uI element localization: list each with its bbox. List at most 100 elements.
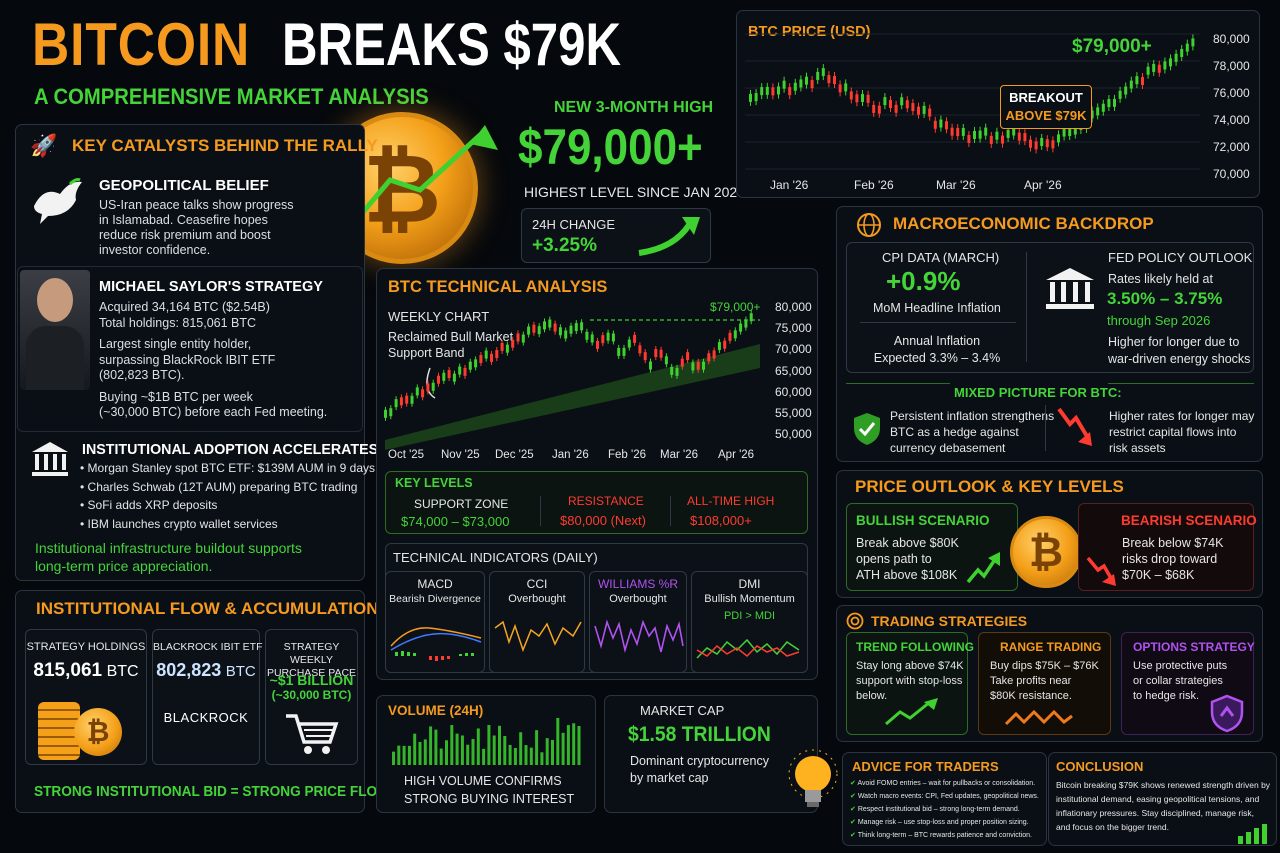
volume-title: VOLUME (24H) [388,703,484,718]
bear-arrow-icon [1086,556,1116,586]
candle [1185,43,1189,52]
candle [844,83,848,92]
candle [805,76,808,85]
catalysts-title: KEY CATALYSTS BEHIND THE RALLY [72,136,378,155]
candle [827,75,831,84]
candle [1006,129,1010,138]
list-item: • IBM launches crypto wallet services [80,516,278,531]
candle [622,347,626,356]
fed-note: Higher for longer due to war-driven energ… [1108,335,1251,366]
candle [426,383,430,392]
candle [1135,76,1139,85]
candle [553,323,557,332]
geo-text: US-Iran peace talks show progress in Isla… [99,198,294,257]
macd-sparkline [390,627,482,661]
bull-title: BULLISH SCENARIO [856,513,990,528]
candle [415,387,419,396]
volume-bar [392,751,395,765]
candle [911,103,915,112]
title-breaks: BREAKS $79K [282,11,622,78]
fed-building-icon [1044,266,1096,312]
new-high-label: NEW 3-MONTH HIGH [554,99,714,116]
candle [1152,63,1156,72]
candle [580,322,584,331]
volume-bar [577,726,581,765]
technical-title: BTC TECHNICAL ANALYSIS [388,278,608,296]
mixed-title: MIXED PICTURE FOR BTC: [954,385,1122,400]
list-item: ✔ Watch macro events: CPI, Fed updates, … [850,793,1039,800]
candle [585,331,589,340]
volume-bar [492,735,496,765]
volume-bar [397,745,401,765]
saylor-title: MICHAEL SAYLOR'S STRATEGY [99,279,323,295]
candle [431,382,435,391]
candle [849,91,853,100]
indicator-macd: MACD Bearish Divergence [385,571,485,673]
neg-text: Higher rates for longer may restrict capi… [1109,409,1255,455]
volume-bar [450,725,454,765]
weekly-chart [384,310,760,450]
list-item: ✔ Respect institutional bid – strong lon… [850,806,1020,813]
bear-text: Break below $74K risks drop toward $70K – … [1122,536,1224,582]
candle [1073,126,1077,135]
advice-panel [842,752,1047,846]
candle [984,127,988,136]
cci-sparkline [494,620,582,653]
shield-check-icon [852,412,882,446]
candle [749,93,752,102]
y-tick: 75,000 [775,321,812,336]
price-chart [745,33,1200,170]
volume-bars [392,717,581,765]
candle [821,68,825,77]
candle [569,325,573,334]
volume-panel [376,695,596,813]
candle [596,340,599,349]
y-tick: 72,000 [1213,140,1250,154]
candle [516,333,520,342]
volume-bar [524,745,528,765]
fed-value: 3.50% – 3.75% [1107,289,1223,308]
volume-bar [551,739,554,765]
flow-card-weekly: STRATEGY WEEKLY PURCHASE PACE ~$1 BILLION… [265,629,358,765]
candle [872,104,876,113]
up-arrow-icon [638,217,700,256]
candle [939,119,943,128]
candle [810,80,814,89]
candle [1107,99,1111,108]
volume-bar [529,747,533,765]
candle [680,358,684,367]
x-tick: Oct '25 [388,449,425,461]
candle [905,100,909,109]
candle [627,339,631,348]
volume-text: HIGH VOLUME CONFIRMS STRONG BUYING INTERE… [404,774,575,806]
coin-symbol: ₿ [362,136,442,243]
candle [447,370,451,379]
y-tick: 78,000 [1213,59,1250,73]
header-title: BITCOIN [32,10,286,79]
x-tick: Mar '26 [936,178,976,192]
indicator-williams: WILLIAMS %R Overbought [589,571,687,673]
bull-arrow-icon [966,552,1000,584]
candle [479,355,483,364]
candle [474,359,478,368]
flow-card-strategy: STRATEGY HOLDINGS 815,061 BTC ₿ [25,629,147,765]
conclusion-title: CONCLUSION [1056,759,1144,774]
candle [765,86,769,95]
candle [1062,128,1066,137]
blackrock-logo: BLACKROCK [163,710,249,725]
range-icon [1004,709,1073,726]
candle [521,334,525,343]
candle [900,97,904,106]
cart-icon [286,714,339,754]
indicators-title: TECHNICAL INDICATORS (DAILY) [393,550,598,565]
candle [712,350,716,359]
candle [749,313,753,322]
resistance-label: RESISTANCE [568,494,644,508]
candle [384,409,387,418]
candle [861,94,864,103]
outlook-coin-icon: ₿ [1010,516,1082,588]
fed-through: through Sep 2026 [1107,313,1211,328]
candle [495,350,499,359]
candle [1017,132,1021,141]
candle [490,353,493,362]
